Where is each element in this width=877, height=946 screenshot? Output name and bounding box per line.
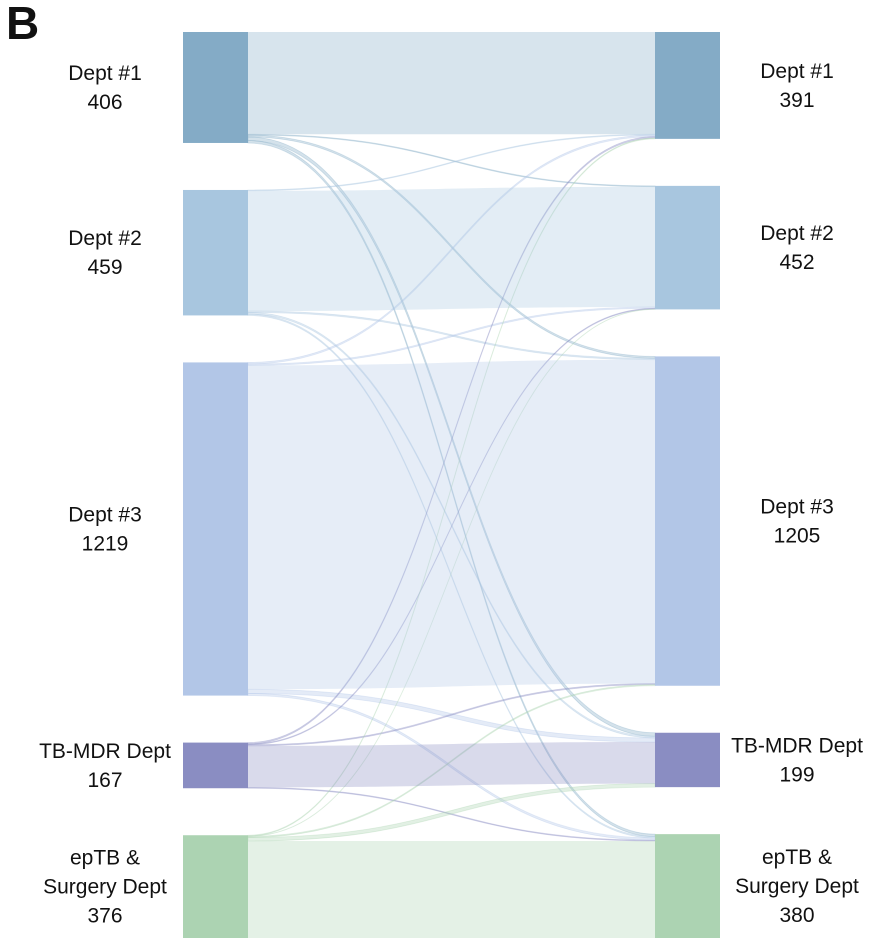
left-node-5-value: 376 bbox=[87, 905, 122, 928]
left-node-1-value: 406 bbox=[87, 91, 122, 114]
right-node-1 bbox=[655, 32, 720, 139]
link-1-to-1 bbox=[248, 32, 655, 135]
link-4-to-4 bbox=[248, 742, 655, 788]
panel-label: B bbox=[6, 0, 40, 49]
right-node-5 bbox=[655, 834, 720, 938]
sankey-nodes bbox=[183, 32, 720, 938]
left-node-5-label-line-2: Surgery Dept bbox=[43, 876, 167, 899]
left-node-4-label-line-1: TB-MDR Dept bbox=[39, 740, 171, 763]
right-node-4-label-line-1: TB-MDR Dept bbox=[731, 734, 863, 757]
right-node-3 bbox=[655, 356, 720, 686]
left-node-1 bbox=[183, 32, 248, 143]
left-node-2-label-line-1: Dept #2 bbox=[68, 227, 142, 250]
sankey-links bbox=[247, 32, 656, 938]
right-node-5-label-line-2: Surgery Dept bbox=[735, 875, 859, 898]
right-node-4-value: 199 bbox=[779, 763, 814, 786]
right-node-2-value: 452 bbox=[779, 251, 814, 274]
right-node-4 bbox=[655, 732, 720, 788]
left-node-5 bbox=[183, 835, 248, 938]
left-node-4-value: 167 bbox=[87, 769, 122, 792]
right-node-3-value: 1205 bbox=[774, 525, 821, 548]
right-node-2-label-line-1: Dept #2 bbox=[760, 222, 834, 245]
right-node-5-label-line-1: epTB & bbox=[762, 846, 832, 869]
left-node-2-value: 459 bbox=[87, 256, 122, 279]
left-node-3 bbox=[183, 362, 248, 696]
link-3-to-3 bbox=[248, 359, 655, 690]
left-node-4 bbox=[183, 742, 248, 789]
link-5-to-5 bbox=[248, 840, 655, 938]
right-node-2 bbox=[655, 185, 720, 310]
left-node-2 bbox=[183, 189, 248, 316]
left-node-3-label-line-1: Dept #3 bbox=[68, 504, 142, 527]
left-node-1-label-line-1: Dept #1 bbox=[68, 62, 142, 85]
right-node-3-label-line-1: Dept #3 bbox=[760, 496, 834, 519]
right-node-1-label-line-1: Dept #1 bbox=[760, 60, 834, 83]
sankey-labels: Dept #1 406 Dept #2 459 Dept #3 1219 TB-MDR De… bbox=[39, 60, 863, 928]
right-node-5-value: 380 bbox=[779, 904, 814, 927]
link-2-to-2 bbox=[248, 186, 655, 312]
left-node-3-value: 1219 bbox=[82, 533, 129, 556]
right-node-1-value: 391 bbox=[779, 89, 814, 112]
left-node-5-label-line-1: epTB & bbox=[70, 847, 140, 870]
